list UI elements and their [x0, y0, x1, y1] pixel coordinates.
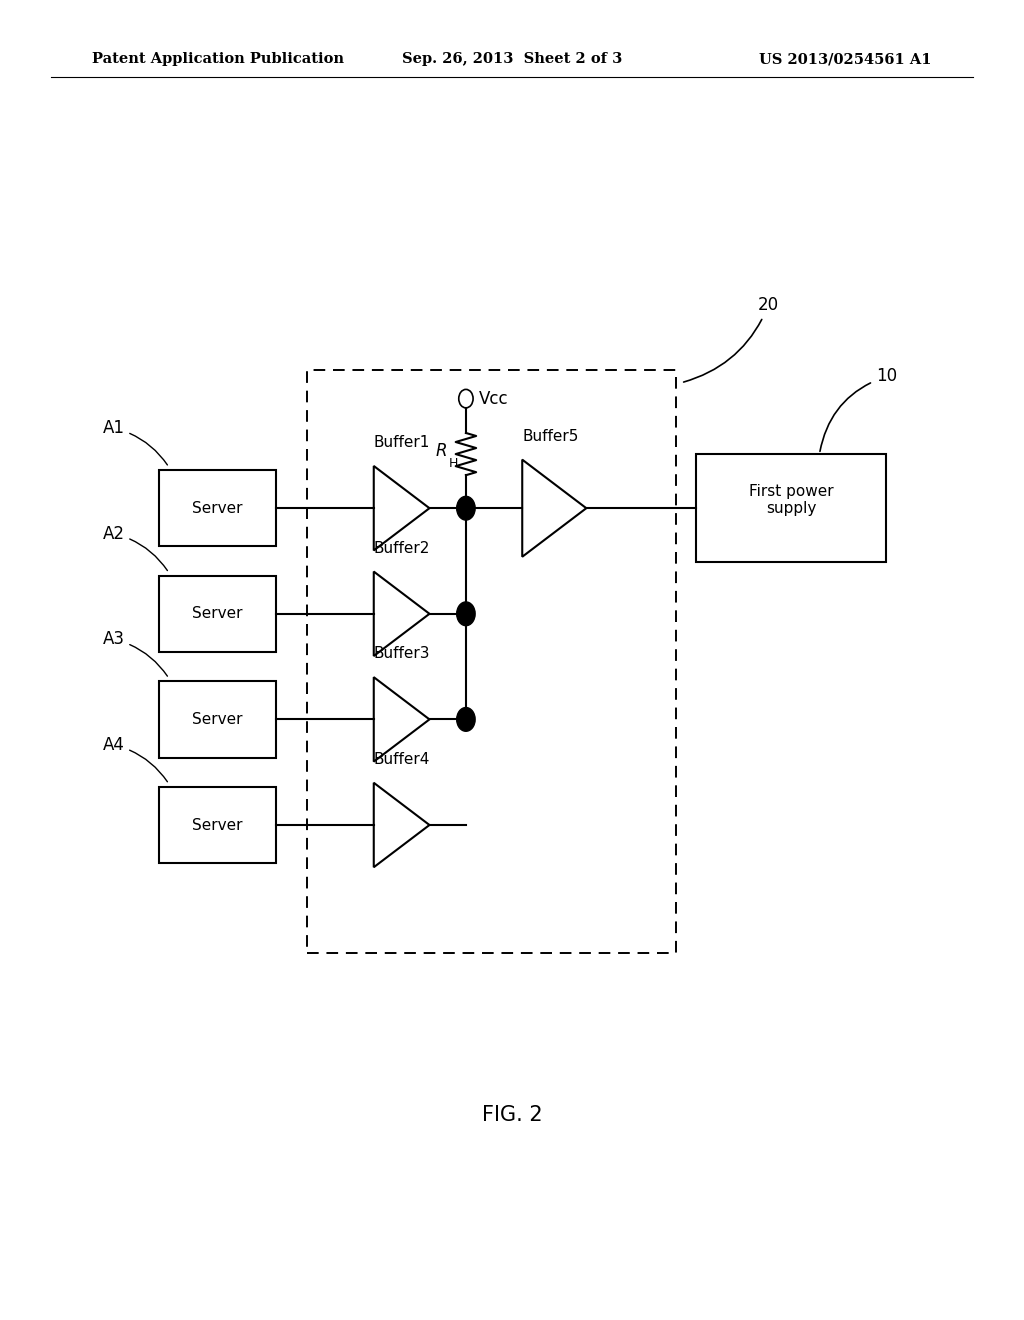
Text: FIG. 2: FIG. 2 [481, 1105, 543, 1126]
Text: Server: Server [193, 817, 243, 833]
Text: Patent Application Publication: Patent Application Publication [92, 53, 344, 66]
Text: Buffer3: Buffer3 [374, 647, 430, 661]
Text: First power
supply: First power supply [749, 484, 834, 516]
Bar [159, 681, 276, 758]
Text: Buffer2: Buffer2 [374, 541, 430, 556]
Text: R: R [436, 442, 447, 461]
Circle shape [457, 602, 475, 626]
Text: A1: A1 [102, 418, 167, 465]
Text: 10: 10 [820, 367, 897, 451]
Bar [159, 787, 276, 863]
Text: Server: Server [193, 711, 243, 727]
Text: A2: A2 [102, 524, 167, 570]
Text: 20: 20 [684, 296, 779, 381]
Text: Buffer4: Buffer4 [374, 752, 430, 767]
Circle shape [457, 708, 475, 731]
Text: Sep. 26, 2013  Sheet 2 of 3: Sep. 26, 2013 Sheet 2 of 3 [401, 53, 623, 66]
Text: US 2013/0254561 A1: US 2013/0254561 A1 [760, 53, 932, 66]
Text: Buffer1: Buffer1 [374, 436, 430, 450]
Text: Server: Server [193, 500, 243, 516]
Bar [696, 454, 886, 562]
Text: Buffer5: Buffer5 [522, 429, 579, 444]
Circle shape [457, 496, 475, 520]
Bar [159, 470, 276, 546]
Text: Server: Server [193, 606, 243, 622]
Text: H: H [449, 457, 458, 470]
Bar [307, 370, 676, 953]
Bar [159, 576, 276, 652]
Text: Vcc: Vcc [479, 389, 509, 408]
Text: A4: A4 [102, 735, 167, 781]
Text: A3: A3 [102, 630, 167, 676]
